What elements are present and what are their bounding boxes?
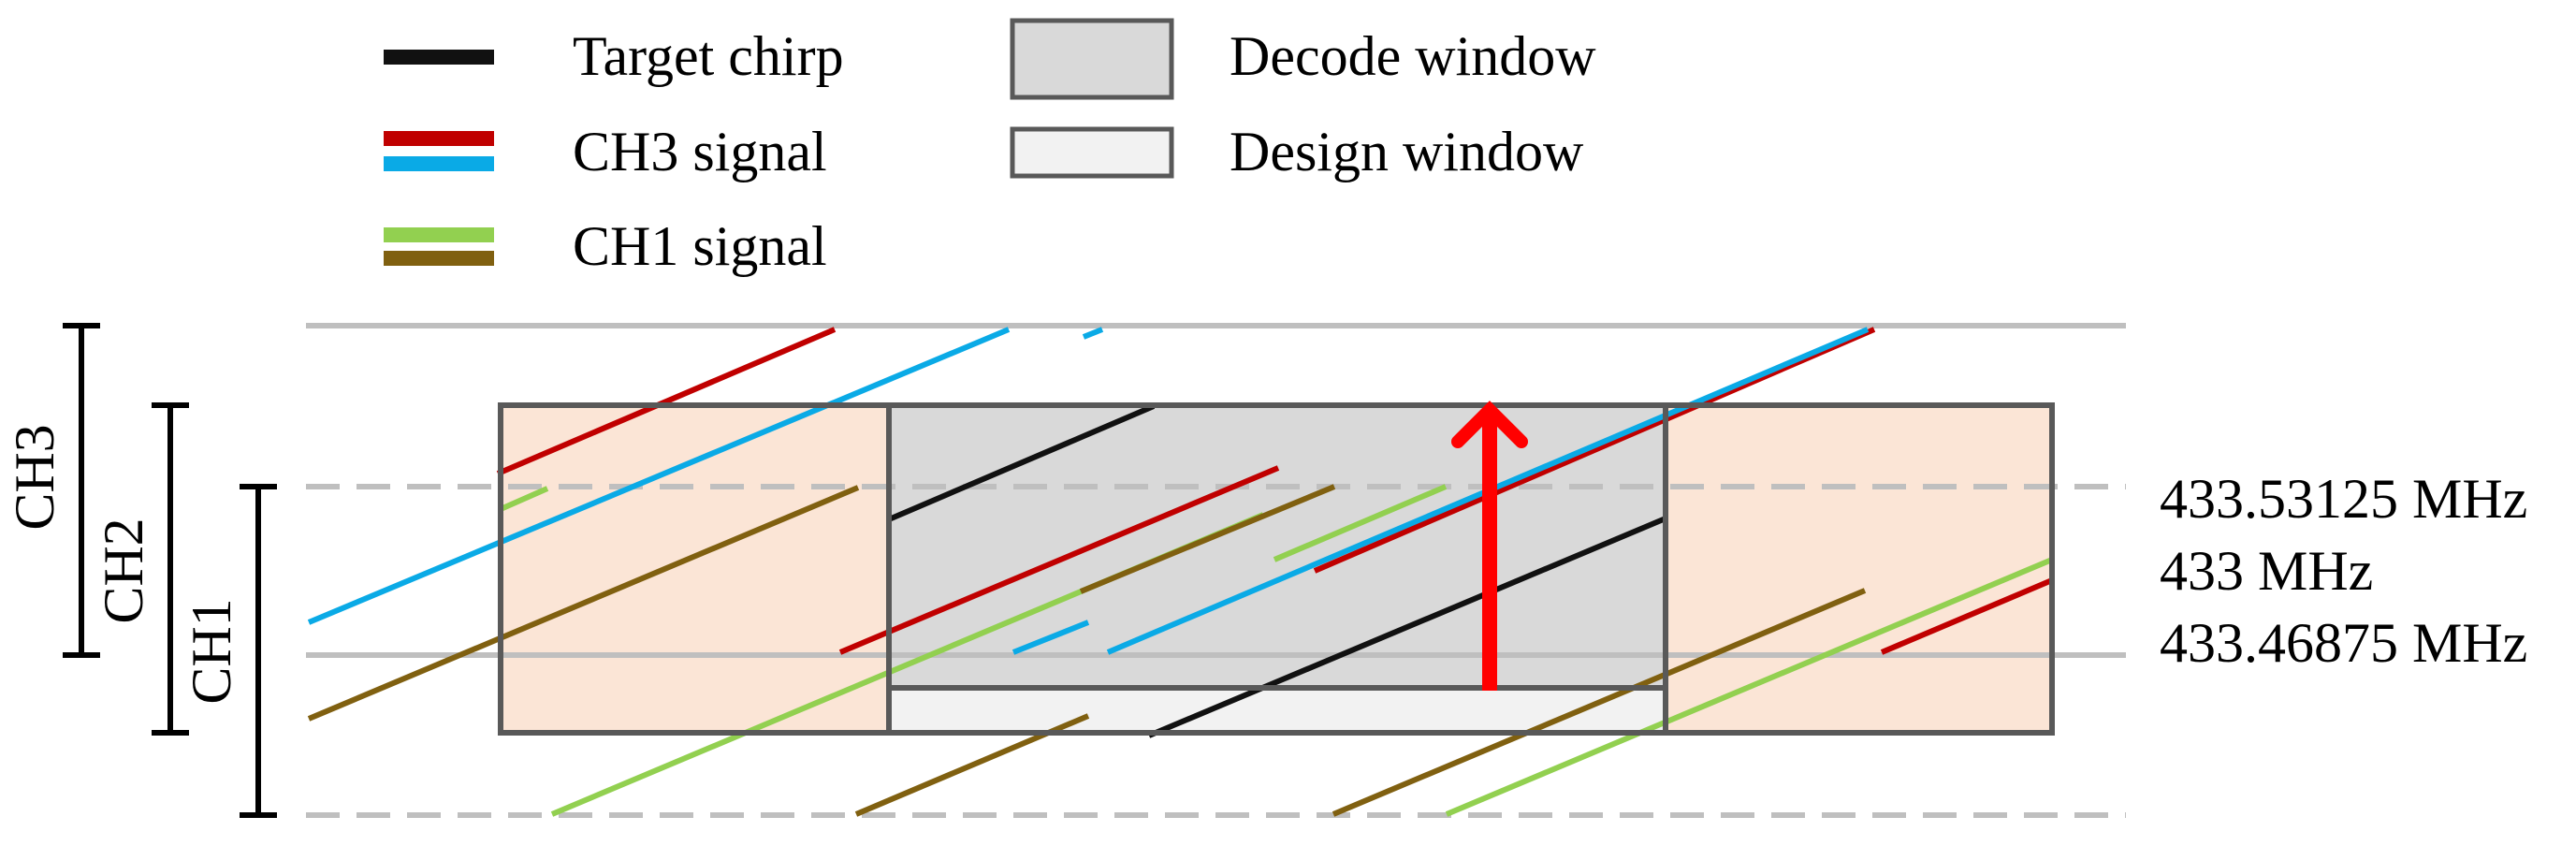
ch1-green-chirp-4 <box>1445 557 2054 817</box>
target-chirp-1 <box>887 403 1156 522</box>
target-chirp-2 <box>1147 516 1667 738</box>
legend-item-decode-window: Decode window <box>1010 18 1596 100</box>
legend-label-ch1-signal: CH1 signal <box>573 215 827 277</box>
design-window <box>889 688 1666 733</box>
chirp-signals <box>307 327 2054 817</box>
ch3-blue-chirp-3 <box>1011 620 1090 655</box>
decode-window <box>889 405 1666 688</box>
channel-brackets <box>63 323 277 818</box>
ch3-red-chirp-1 <box>496 327 837 476</box>
legend-label-design-window: Design window <box>1230 121 1584 182</box>
ch3-red-swatch <box>384 131 494 146</box>
legend-item-ch1-signal: CH1 signal <box>384 215 827 277</box>
legend-item-design-window: Design window <box>1010 121 1584 182</box>
ch1-green-chirp-3 <box>1273 484 1448 562</box>
ch1-green-chirp-1 <box>499 486 549 512</box>
legend-label-ch3-signal: CH3 signal <box>573 121 827 182</box>
legend-label-decode-window: Decode window <box>1230 25 1596 87</box>
frequency-labels: 433.53125 MHz 433 MHz 433.46875 MHz <box>2160 468 2527 674</box>
design-window-swatch <box>1010 126 1174 179</box>
decode-window-swatch <box>1010 18 1174 100</box>
legend-label-target-chirp: Target chirp <box>573 25 844 87</box>
legend: Target chirp CH3 signal CH1 signal Decod… <box>384 18 1596 277</box>
ch1-brown-chirp-4 <box>1332 588 1867 817</box>
ch1-brown-chirp-2 <box>1079 484 1336 594</box>
ch1-brown-swatch <box>384 251 494 266</box>
freq-label-lower: 433.46875 MHz <box>2160 612 2527 674</box>
freq-label-center: 433 MHz <box>2160 540 2373 602</box>
ch3-blue-chirp-1 <box>307 327 1011 625</box>
ch3-blue-swatch <box>384 156 494 171</box>
outer-window-border <box>498 402 2055 736</box>
ch1-green-swatch <box>384 227 494 242</box>
windows <box>501 405 2052 733</box>
legend-item-ch3-signal: CH3 signal <box>384 121 827 182</box>
target-chirp-swatch <box>384 50 494 65</box>
frequency-shift-arrow <box>1451 401 1528 691</box>
ch1-bracket <box>240 484 277 818</box>
left-side-window <box>501 405 889 733</box>
ch2-label: CH2 <box>93 518 154 623</box>
ch1-label: CH1 <box>181 598 242 704</box>
ch3-red-chirp-3 <box>1313 327 1876 574</box>
right-side-window <box>1666 405 2052 733</box>
ch3-bracket <box>63 323 100 658</box>
ch3-blue-chirp-2 <box>1082 327 1104 340</box>
window-borders <box>498 402 2055 736</box>
freq-label-upper: 433.53125 MHz <box>2160 468 2527 530</box>
ch1-brown-chirp-1 <box>307 485 860 722</box>
ch3-label: CH3 <box>4 424 65 530</box>
ch3-red-chirp-4 <box>1880 577 2054 655</box>
ch2-bracket <box>152 402 189 736</box>
arrow-head <box>1451 401 1528 448</box>
legend-item-target-chirp: Target chirp <box>384 25 844 87</box>
ch3-red-chirp-2 <box>838 465 1280 655</box>
